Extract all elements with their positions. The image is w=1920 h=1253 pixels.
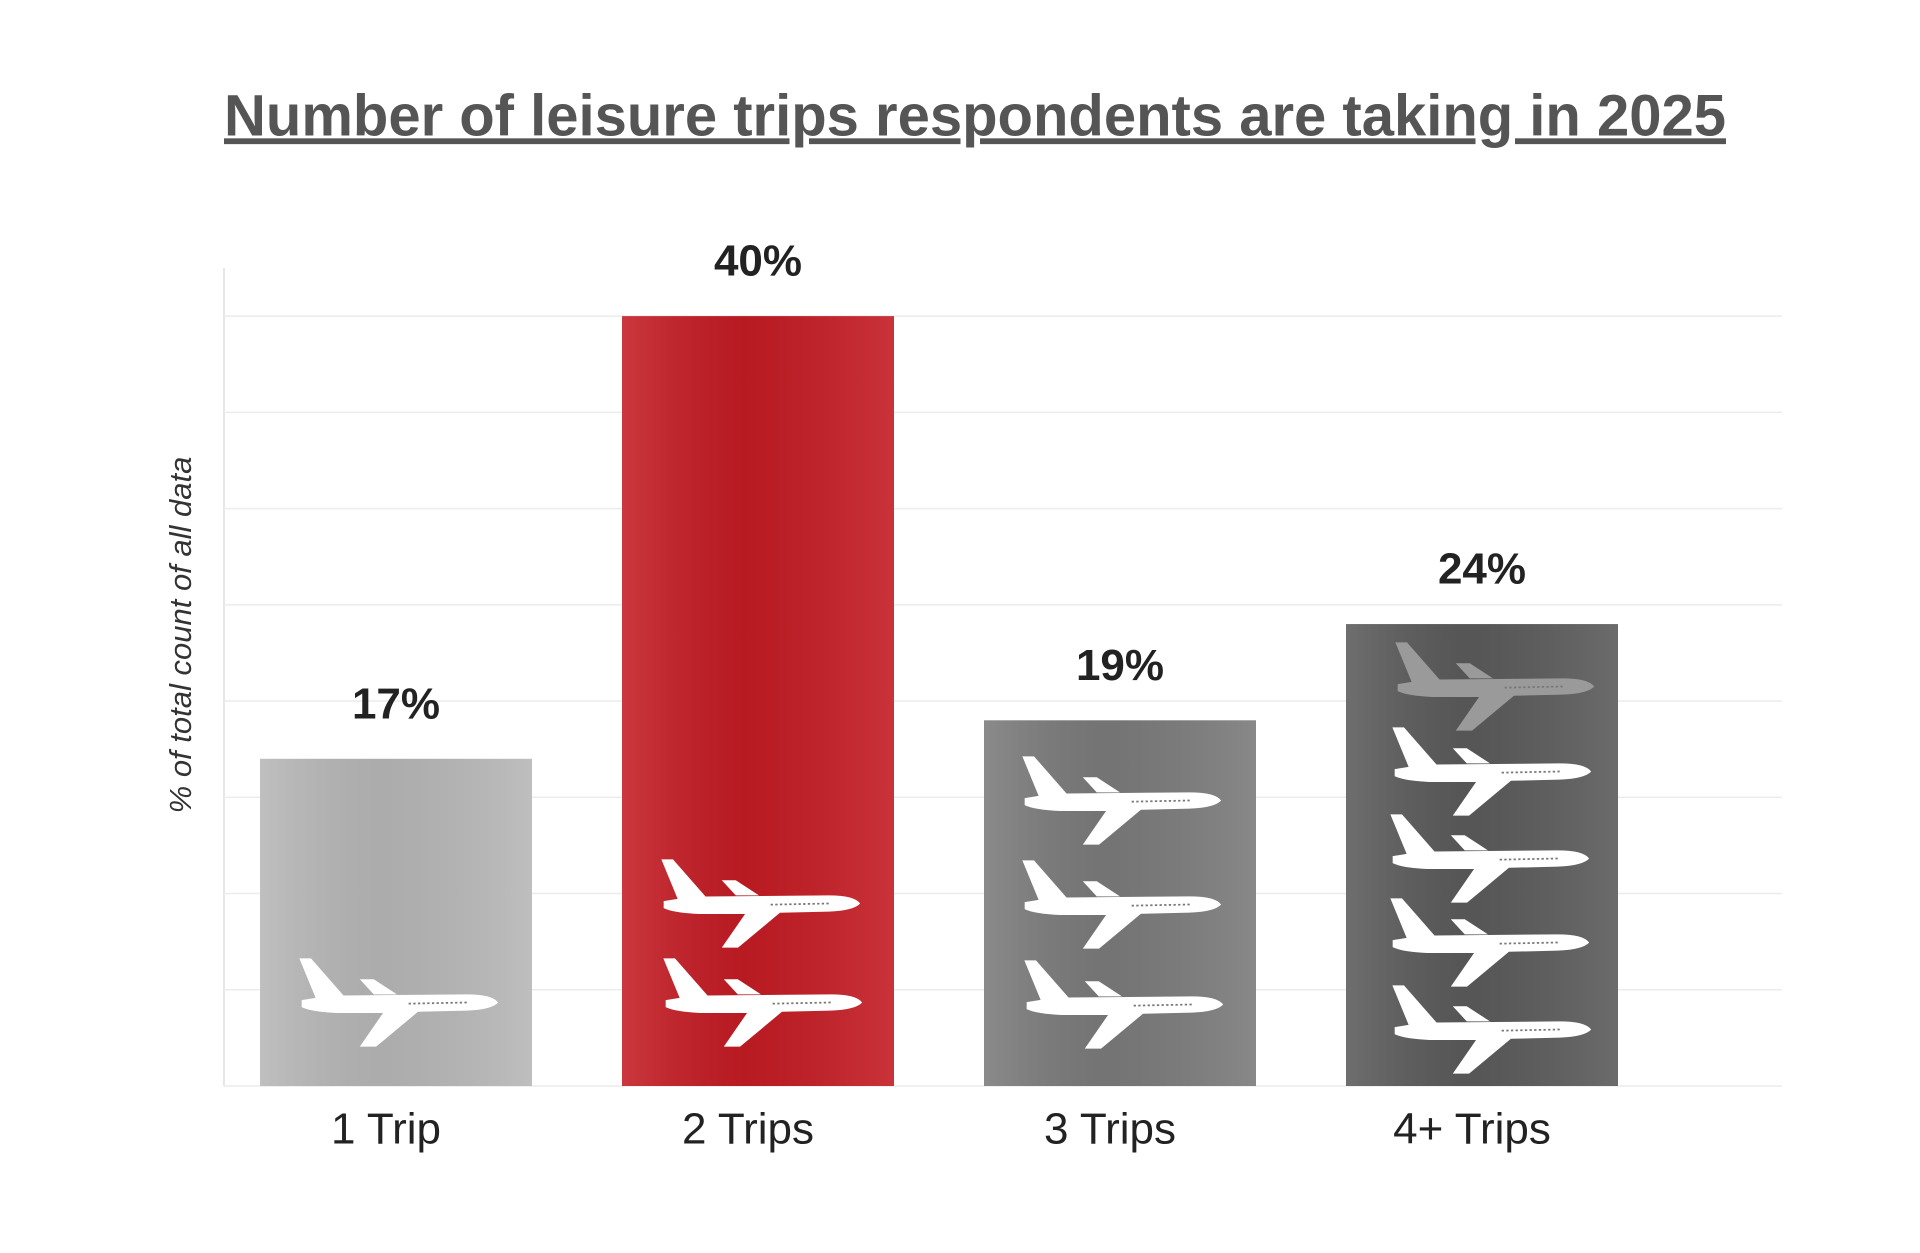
value-label: 17% [352,679,440,728]
value-label: 19% [1076,641,1164,690]
x-tick-label: 2 Trips [682,1105,814,1154]
bar-shine [260,758,532,1086]
x-tick-label: 1 Trip [331,1105,441,1154]
bar-shine [622,316,894,1086]
chart-title: Number of leisure trips respondents are … [224,83,1726,148]
x-tick-label: 3 Trips [1044,1105,1176,1154]
value-label: 40% [714,237,802,286]
x-tick-label: 4+ Trips [1393,1105,1551,1154]
value-label: 24% [1438,545,1526,594]
y-axis-label: % of total count of all data [163,457,198,814]
